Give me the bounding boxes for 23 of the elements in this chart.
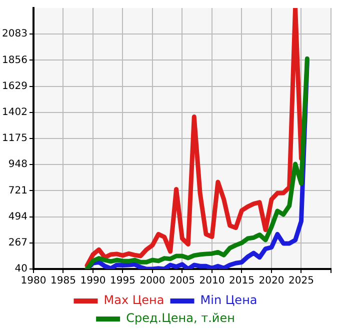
x-tick-label: 1985 (50, 276, 76, 287)
x-tick-label: 2005 (170, 276, 195, 287)
x-tick-label: 2000 (140, 276, 166, 287)
x-tick-label: 2010 (199, 276, 225, 287)
y-tick-label: 267 (8, 237, 28, 248)
x-tick-label: 1980 (20, 276, 46, 287)
y-tick-label: 494 (8, 211, 28, 222)
y-tick-label: 40 (14, 264, 28, 275)
x-tick-label: 2015 (229, 276, 254, 287)
x-tick-label: 1990 (80, 276, 106, 287)
y-tick-label: 1629 (2, 80, 28, 92)
legend-label: Max Цена (104, 293, 164, 308)
y-tick-label: 1402 (2, 106, 28, 118)
x-tick-label: 2025 (288, 276, 314, 287)
legend-label: Сред.Цена, т.йен (126, 311, 235, 326)
y-tick-label: 2083 (2, 28, 28, 40)
y-tick-label: 721 (8, 185, 28, 196)
x-tick-label: 2020 (258, 276, 284, 287)
legend-label: Min Цена (200, 293, 258, 308)
y-tick-label: 1175 (2, 133, 28, 144)
x-tick-label: 1995 (110, 276, 136, 287)
y-tick-label: 948 (8, 159, 28, 170)
y-tick-label: 1856 (2, 54, 28, 66)
